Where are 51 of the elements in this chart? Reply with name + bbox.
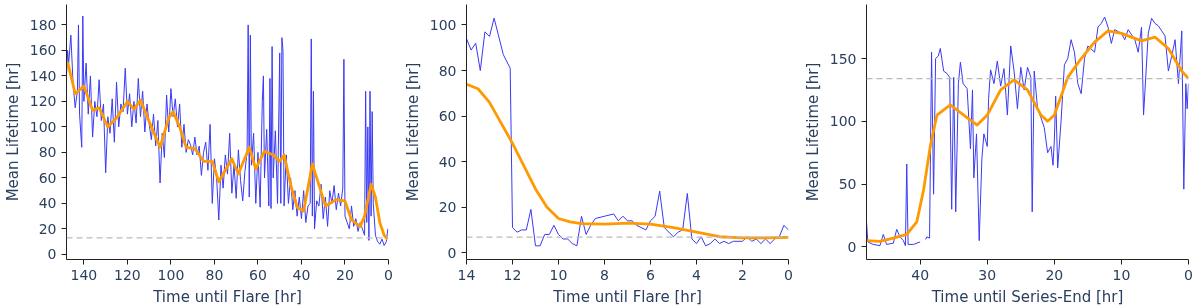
x-tick-label: 120 <box>114 266 141 283</box>
x-tick-label: 60 <box>249 266 267 283</box>
x-tick-label: 10 <box>1112 266 1131 283</box>
x-tick-label: 4 <box>692 266 702 283</box>
y-tick-label: 40 <box>38 195 57 212</box>
y-tick-label: 80 <box>38 144 57 161</box>
y-tick-label: 180 <box>29 16 57 33</box>
line-series <box>66 60 389 241</box>
x-tick-label: 8 <box>600 266 609 283</box>
line-series <box>466 82 789 240</box>
y-tick-label: 80 <box>438 62 457 79</box>
y-tick-label: 100 <box>429 16 457 33</box>
y-tick-label: 100 <box>829 113 857 130</box>
y-tick-label: 160 <box>29 42 57 59</box>
x-tick-label: 10 <box>549 266 568 283</box>
x-tick-label: 0 <box>384 266 393 283</box>
y-tick-label: 40 <box>438 153 457 170</box>
x-tick-label: 2 <box>738 266 747 283</box>
x-tick-label: 0 <box>784 266 793 283</box>
y-tick-label: 20 <box>438 199 457 216</box>
x-tick-label: 40 <box>911 266 930 283</box>
y-axis-title: Mean Lifetime [hr] <box>3 62 22 202</box>
x-tick-label: 6 <box>646 266 656 283</box>
x-axis-title: Time until Series-End [hr] <box>930 287 1124 306</box>
x-tick-label: 30 <box>978 266 997 283</box>
line-series <box>466 17 789 247</box>
y-tick-label: 20 <box>38 220 57 237</box>
x-tick-label: 14 <box>457 266 476 283</box>
x-tick-label: 20 <box>336 266 354 283</box>
y-axis-title: Mean Lifetime [hr] <box>403 62 422 202</box>
x-axis-title: Time until Flare [hr] <box>552 287 702 306</box>
x-tick-label: 140 <box>70 266 98 283</box>
y-tick-label: 0 <box>847 238 857 255</box>
y-tick-label: 0 <box>47 246 57 263</box>
x-tick-label: 12 <box>503 266 522 283</box>
y-tick-label: 0 <box>447 244 457 261</box>
x-tick-label: 0 <box>1184 266 1193 283</box>
y-tick-label: 120 <box>29 93 57 110</box>
y-tick-label: 50 <box>838 176 857 193</box>
x-tick-label: 100 <box>157 266 185 283</box>
y-axis-title: Mean Lifetime [hr] <box>803 62 822 202</box>
y-tick-label: 140 <box>29 67 57 84</box>
x-tick-label: 80 <box>205 266 224 283</box>
x-tick-label: 20 <box>1045 266 1064 283</box>
line-series <box>66 15 389 246</box>
x-axis-title: Time until Flare [hr] <box>152 287 302 306</box>
x-tick-label: 40 <box>292 266 311 283</box>
y-tick-label: 100 <box>29 118 57 135</box>
y-tick-label: 150 <box>829 50 857 67</box>
y-tick-label: 60 <box>438 108 457 125</box>
y-tick-label: 60 <box>38 169 57 186</box>
